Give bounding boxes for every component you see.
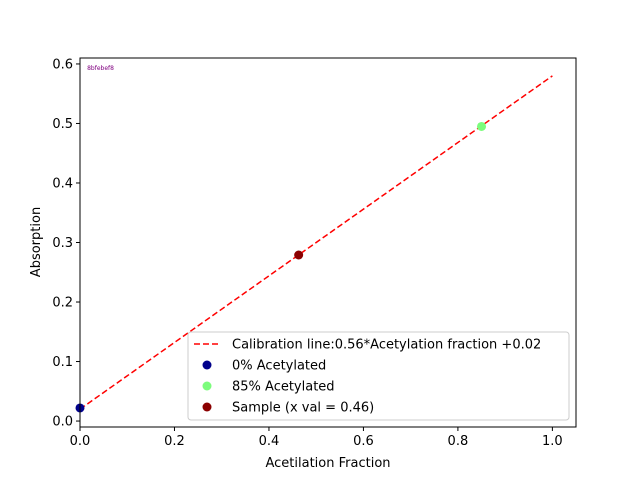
x-tick-label-4: 0.8 bbox=[448, 434, 469, 449]
x-tick-label-5: 1.0 bbox=[542, 434, 563, 449]
y-tick-label-3: 0.3 bbox=[52, 236, 73, 251]
data-point-series-1-0 bbox=[477, 121, 487, 131]
legend-label-calibration-line: Calibration line:0.56*Acetylation fracti… bbox=[232, 338, 541, 353]
legend-box bbox=[187, 331, 570, 421]
y-tick-label-4: 0.4 bbox=[52, 176, 73, 191]
legend-label-series-2: Sample (x val = 0.46) bbox=[232, 401, 374, 416]
legend-swatch-series-2 bbox=[202, 402, 212, 412]
y-tick-label-5: 0.5 bbox=[52, 117, 73, 132]
y-tick-label-1: 0.1 bbox=[52, 355, 73, 370]
y-tick-label-2: 0.2 bbox=[52, 296, 73, 311]
legend-label-series-0: 0% Acetylated bbox=[232, 359, 326, 374]
y-axis-label: Absorption bbox=[29, 207, 44, 277]
legend-label-series-1: 85% Acetylated bbox=[232, 380, 335, 395]
data-point-series-2-0 bbox=[294, 250, 304, 260]
annotation-text: 8bfebef8 bbox=[87, 65, 114, 72]
y-tick-label-6: 0.6 bbox=[52, 57, 73, 72]
calibration-line bbox=[79, 75, 553, 410]
x-tick-label-1: 0.2 bbox=[164, 434, 185, 449]
y-tick-label-0: 0.0 bbox=[52, 415, 73, 430]
x-tick-label-2: 0.4 bbox=[259, 434, 280, 449]
x-axis-label: Acetilation Fraction bbox=[265, 456, 390, 471]
x-tick-label-3: 0.6 bbox=[353, 434, 374, 449]
legend-swatch-series-1 bbox=[202, 381, 212, 391]
legend-swatch-series-0 bbox=[202, 360, 212, 370]
x-tick-label-0: 0.0 bbox=[70, 434, 91, 449]
